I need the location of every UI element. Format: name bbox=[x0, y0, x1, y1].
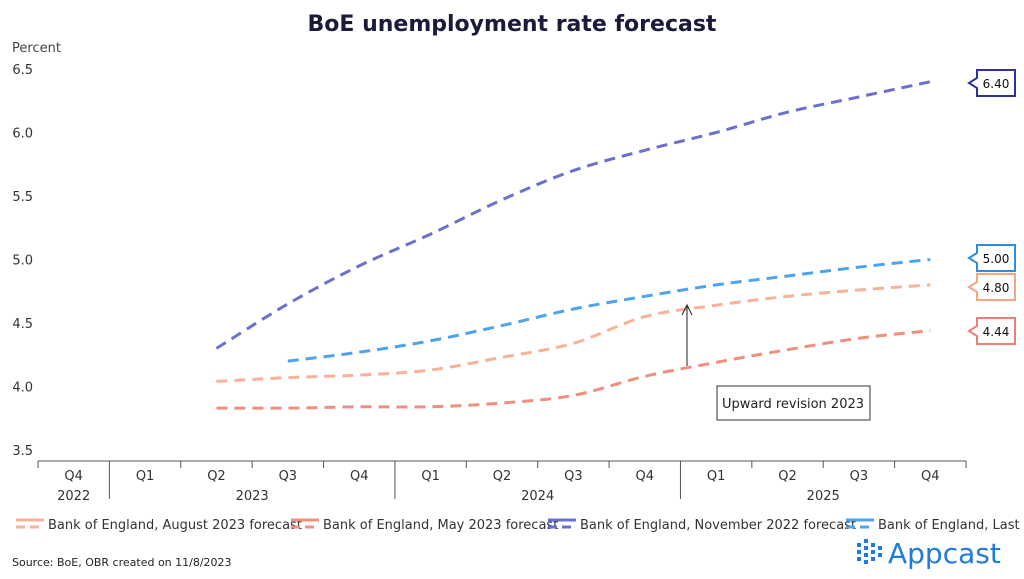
end-value-callout bbox=[967, 69, 1016, 97]
y-tick-label: 5.5 bbox=[12, 190, 33, 205]
end-value-callout bbox=[967, 244, 1016, 272]
appcast-wordmark: Appcast bbox=[888, 537, 1001, 570]
legend-item: Bank of England, Last bbox=[846, 518, 1020, 533]
legend-label: Bank of England, May 2023 forecast bbox=[323, 518, 558, 533]
end-labels: 6.40 5.00 4.80 4.44 bbox=[967, 69, 1016, 345]
legend-item: Bank of England, November 2022 forecast bbox=[548, 518, 856, 533]
series-line bbox=[287, 258, 931, 363]
appcast-dots-icon bbox=[857, 539, 882, 564]
end-value-label: 4.44 bbox=[983, 325, 1010, 339]
annotation-box bbox=[716, 385, 871, 421]
annotation-text: Upward revision 2023 bbox=[722, 397, 864, 412]
legend-item: Bank of England, May 2023 forecast bbox=[291, 518, 558, 533]
y-tick-label: 6.0 bbox=[12, 127, 33, 142]
y-tick-label: 4.0 bbox=[12, 381, 33, 396]
x-tick-label: Q3 bbox=[850, 469, 869, 484]
x-tick-label: Q1 bbox=[707, 469, 726, 484]
end-value-label: 5.00 bbox=[983, 252, 1010, 266]
series-line bbox=[215, 80, 931, 350]
x-tick-label: Q4 bbox=[64, 469, 83, 484]
series-line bbox=[216, 329, 931, 410]
legend-label: Bank of England, November 2022 forecast bbox=[580, 518, 856, 533]
x-tick-label: Q3 bbox=[564, 469, 583, 484]
y-axis-label: Percent bbox=[12, 41, 61, 56]
legend-item: Bank of England, August 2023 forecast bbox=[16, 518, 302, 533]
annotation-arrow-head bbox=[681, 303, 693, 316]
appcast-logo: Appcast bbox=[857, 537, 1001, 570]
x-tick-label: Q2 bbox=[778, 469, 797, 484]
series-line bbox=[216, 283, 931, 383]
end-value-callout bbox=[967, 317, 1016, 345]
y-tick-label: 5.0 bbox=[12, 254, 33, 269]
annotation: Upward revision 2023 bbox=[681, 303, 871, 421]
legend-label: Bank of England, August 2023 forecast bbox=[48, 518, 302, 533]
x-year-label: 2022 bbox=[57, 489, 90, 504]
x-year-label: 2023 bbox=[236, 489, 269, 504]
x-tick-label: Q2 bbox=[493, 469, 512, 484]
x-year-label: 2025 bbox=[807, 489, 840, 504]
x-tick-label: Q2 bbox=[207, 469, 226, 484]
y-axis: 3.5 4.0 4.5 5.0 5.5 6.0 6.5 bbox=[12, 63, 33, 459]
x-tick-label: Q4 bbox=[350, 469, 369, 484]
y-tick-label: 3.5 bbox=[12, 444, 33, 459]
y-tick-label: 6.5 bbox=[12, 63, 33, 78]
x-tick-label: Q4 bbox=[636, 469, 655, 484]
y-tick-label: 4.5 bbox=[12, 317, 33, 332]
end-value-callout bbox=[967, 273, 1016, 301]
chart-title: BoE unemployment rate forecast bbox=[308, 12, 717, 37]
source-note: Source: BoE, OBR created on 11/8/2023 bbox=[12, 556, 232, 569]
legend: Bank of England, August 2023 forecast Ban… bbox=[16, 518, 1020, 533]
x-tick-label: Q4 bbox=[921, 469, 940, 484]
end-value-label: 6.40 bbox=[983, 77, 1010, 91]
x-axis: Q4 Q1 Q2 Q3 Q4 Q1 Q2 Q3 Q4 Q1 Q2 Q3 Q4 2022 2023 2024 20… bbox=[37, 460, 967, 504]
legend-label: Bank of England, Last bbox=[878, 518, 1020, 533]
x-year-label: 2024 bbox=[521, 489, 554, 504]
x-tick-label: Q3 bbox=[279, 469, 298, 484]
x-tick-label: Q1 bbox=[136, 469, 155, 484]
x-tick-label: Q1 bbox=[421, 469, 440, 484]
series-layer bbox=[215, 80, 931, 410]
end-value-label: 4.80 bbox=[983, 281, 1010, 295]
